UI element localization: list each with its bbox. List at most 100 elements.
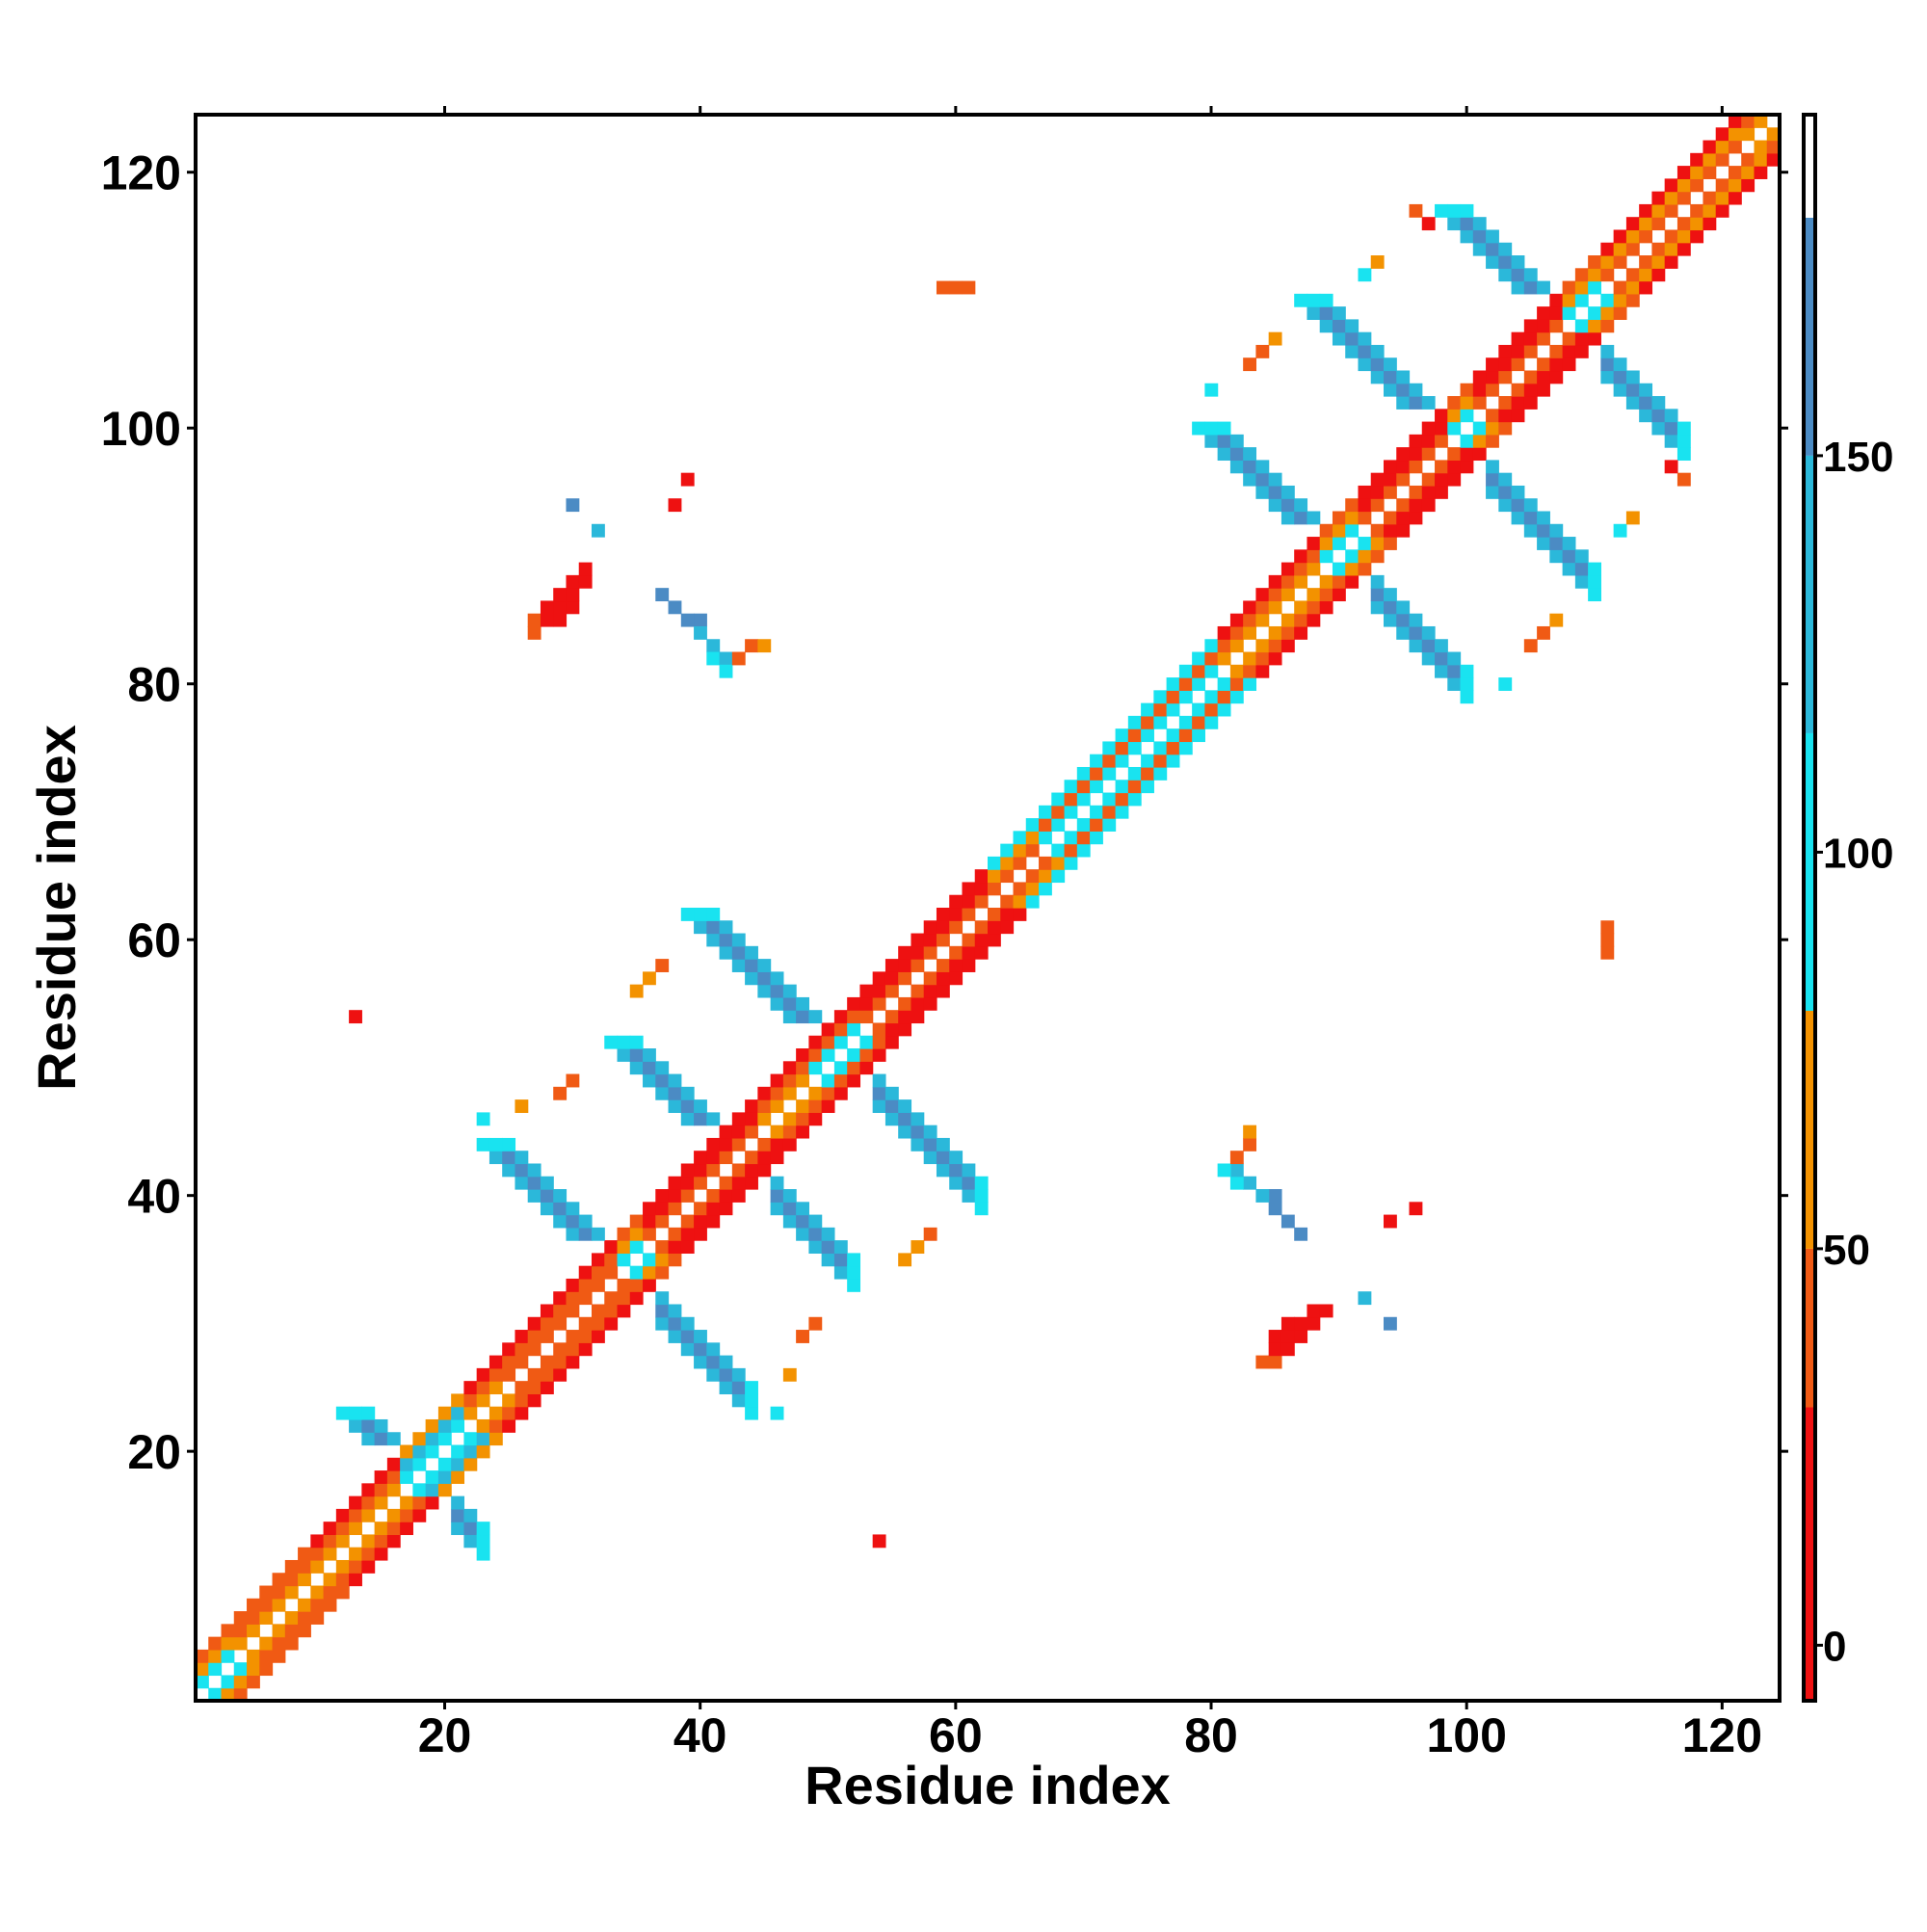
- colorbar-tick-label: 50: [1823, 1227, 1870, 1274]
- cell: [1523, 639, 1538, 653]
- cell: [1076, 818, 1091, 832]
- cell: [1064, 792, 1078, 807]
- cell: [1421, 396, 1436, 410]
- cell: [1511, 357, 1525, 372]
- cell: [1358, 498, 1372, 513]
- cell: [374, 1522, 388, 1536]
- cell: [1358, 344, 1372, 358]
- cell: [437, 1418, 452, 1433]
- cell: [884, 1035, 899, 1049]
- cell: [1409, 203, 1423, 218]
- cell: [488, 1381, 503, 1395]
- cell: [680, 1086, 695, 1100]
- cell: [1460, 664, 1474, 678]
- cell: [1370, 255, 1385, 269]
- cell: [1562, 306, 1576, 320]
- cell: [1229, 639, 1244, 653]
- cell: [1255, 460, 1270, 474]
- cell: [911, 959, 925, 972]
- cell: [540, 600, 554, 615]
- cell: [1562, 562, 1576, 576]
- y-tick-label: 60: [127, 913, 181, 967]
- cell: [1703, 152, 1717, 167]
- cell: [898, 1112, 912, 1126]
- cell: [604, 1240, 619, 1255]
- cell: [566, 1330, 580, 1343]
- cell: [1204, 702, 1219, 717]
- cell: [1358, 357, 1372, 372]
- cell: [1332, 511, 1346, 525]
- cell: [578, 1278, 593, 1292]
- cell: [911, 933, 925, 947]
- cell: [988, 933, 1001, 947]
- cell: [386, 1534, 401, 1548]
- cell: [361, 1432, 376, 1446]
- cell: [1358, 268, 1372, 282]
- cell: [719, 1202, 733, 1216]
- cell: [553, 1291, 568, 1306]
- cell: [1294, 1316, 1308, 1331]
- cell: [1268, 625, 1282, 640]
- cell: [1435, 639, 1448, 653]
- cell: [1307, 562, 1321, 576]
- cell: [974, 882, 989, 896]
- cell: [668, 1202, 682, 1216]
- cell: [1447, 217, 1462, 231]
- cell: [680, 908, 695, 921]
- cell: [1255, 664, 1270, 678]
- cell: [757, 1163, 772, 1178]
- cell: [1588, 331, 1601, 346]
- cell: [349, 1495, 362, 1510]
- cell: [1000, 856, 1015, 870]
- cell: [1064, 805, 1078, 819]
- cell: [1676, 191, 1691, 205]
- cell: [386, 1432, 401, 1446]
- cell: [1141, 715, 1154, 729]
- cell: [1435, 421, 1448, 436]
- cell: [1332, 562, 1346, 576]
- cell: [284, 1636, 299, 1651]
- cell: [745, 1099, 758, 1113]
- cell: [1345, 574, 1359, 589]
- cell: [706, 651, 721, 666]
- x-tick-label: 60: [929, 1708, 983, 1762]
- cell: [208, 1649, 223, 1663]
- cell: [680, 1189, 695, 1203]
- cell: [374, 1470, 388, 1484]
- cell: [386, 1470, 401, 1484]
- cells: [196, 115, 1781, 1702]
- cell: [1498, 344, 1513, 358]
- cell: [1166, 741, 1180, 755]
- cell: [1486, 460, 1499, 474]
- cell: [1728, 140, 1742, 154]
- cell: [566, 1202, 580, 1216]
- cell: [1039, 831, 1052, 845]
- cell: [668, 1330, 682, 1343]
- cell: [1625, 293, 1640, 307]
- cell: [643, 1278, 656, 1292]
- cell: [1537, 357, 1550, 372]
- cell: [1562, 537, 1576, 550]
- cell: [1178, 728, 1193, 743]
- cell: [936, 971, 950, 986]
- cell: [1486, 383, 1499, 397]
- cell: [578, 1265, 593, 1280]
- colorbar-band: [1804, 115, 1815, 218]
- cell: [936, 1137, 950, 1151]
- cell: [770, 1406, 784, 1420]
- cell: [540, 1304, 554, 1318]
- cell: [1396, 447, 1411, 462]
- cell: [949, 908, 964, 921]
- cell: [1268, 1189, 1282, 1203]
- cell: [731, 959, 746, 972]
- cell: [1409, 434, 1423, 448]
- cell: [400, 1495, 413, 1510]
- cell: [1651, 421, 1666, 436]
- cell: [502, 1406, 516, 1420]
- cell: [1639, 396, 1653, 410]
- cell: [617, 1240, 631, 1255]
- cell: [1549, 344, 1564, 358]
- cell: [604, 1265, 619, 1280]
- cell: [1460, 203, 1474, 218]
- cell: [1345, 562, 1359, 576]
